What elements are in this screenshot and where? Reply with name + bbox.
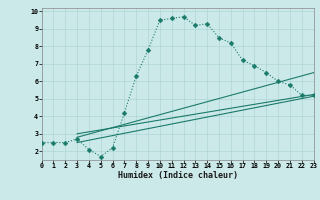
X-axis label: Humidex (Indice chaleur): Humidex (Indice chaleur): [118, 171, 237, 180]
